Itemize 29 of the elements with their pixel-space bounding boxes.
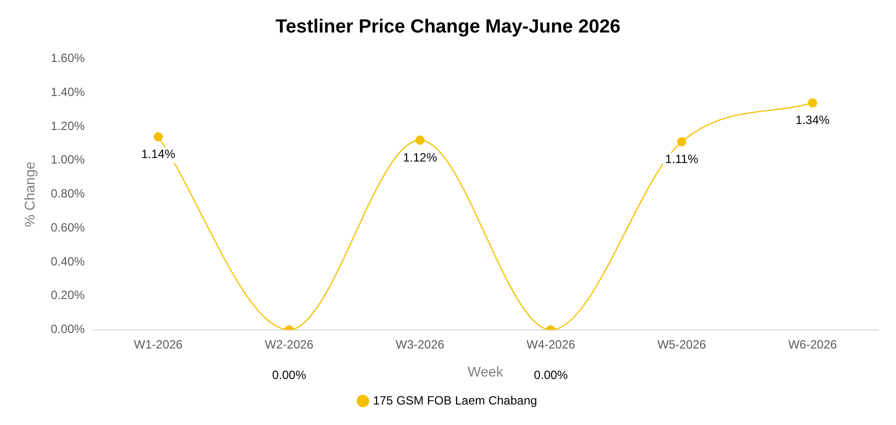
point	[808, 98, 818, 108]
data-label: 1.14%	[141, 147, 176, 162]
x-tick-label: W3-2026	[396, 337, 445, 352]
x-tick-label: W5-2026	[657, 337, 706, 352]
y-tick-label: 1.20%	[50, 118, 86, 133]
point	[154, 132, 163, 142]
x-tick-label: W4-2026	[526, 337, 576, 352]
data-label: 1.11%	[665, 152, 699, 166]
data-label: 1.12%	[402, 150, 438, 164]
y-tick-label: 0.60%	[50, 220, 86, 234]
data-label: 0.00%	[272, 368, 306, 382]
data-label: 0.00%	[534, 368, 568, 382]
chart-title: Testliner Price Change May-June 2026	[276, 16, 620, 38]
x-tick-label: W2-2026	[264, 337, 314, 352]
x-axis-title: Week	[468, 363, 504, 380]
y-axis-title: % Change	[21, 161, 38, 227]
legend-label: 175 GSM FOB Laem Chabang	[372, 393, 538, 408]
data-label: 1.34%	[796, 113, 830, 128]
y-tick-label: 0.80%	[50, 186, 86, 201]
y-tick-label: 1.00%	[50, 152, 86, 167]
x-tick-label: W1-2026	[134, 337, 183, 352]
point	[677, 137, 686, 146]
y-tick-label: 0.20%	[50, 288, 86, 302]
y-tick-label: 0.00%	[50, 322, 86, 336]
y-tick-label: 1.60%	[50, 51, 86, 66]
x-tick-label: W6-2026	[788, 337, 838, 352]
y-tick-label: 0.40%	[50, 254, 86, 268]
point	[415, 136, 425, 145]
y-tick-label: 1.40%	[50, 84, 86, 99]
